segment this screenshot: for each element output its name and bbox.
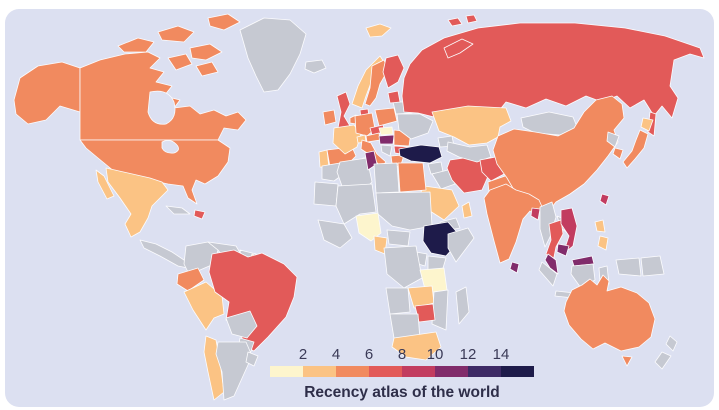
great-lakes: [161, 140, 179, 154]
country-angola: [385, 287, 411, 315]
country-taiwan: [599, 193, 610, 206]
country-ireland: [322, 109, 337, 126]
legend-tick-label: 2: [298, 346, 308, 363]
country-bolivia: [225, 310, 258, 339]
region-baltics: [387, 90, 401, 104]
country-north-korea: [606, 131, 620, 148]
country-canada-island: [189, 43, 223, 61]
country-south-africa: [391, 331, 442, 361]
country-russia-arctic-island: [465, 14, 478, 24]
country-central-african-republic: [386, 229, 411, 247]
country-oman: [461, 201, 473, 219]
country-egypt: [397, 162, 427, 193]
legend-segment: [303, 366, 336, 377]
country-somalia: [447, 227, 475, 263]
country-papua-new-guinea: [640, 255, 665, 277]
country-indonesia-sumatra: [538, 261, 558, 287]
country-new-zealand-south: [654, 351, 672, 370]
legend-tick-label: 10: [426, 346, 444, 363]
country-uk: [336, 91, 351, 129]
legend-segment: [336, 366, 369, 377]
country-russia-novaya-zemlya: [443, 38, 474, 59]
country-japan: [622, 129, 649, 169]
country-malaysia-peninsula: [544, 253, 559, 275]
country-chile: [203, 335, 225, 401]
country-mexico-baja: [95, 169, 115, 200]
region-balkans: [380, 144, 393, 157]
legend-segment: [369, 366, 402, 377]
legend-segment: [402, 366, 435, 377]
region-mauritania: [313, 181, 339, 207]
country-france: [332, 124, 362, 155]
country-cuba: [165, 205, 191, 215]
region-west-africa: [317, 219, 353, 249]
country-canada-island: [157, 25, 195, 43]
map-legend: 2 4 6 8 10 12 14 Recency atlas of the world: [270, 346, 534, 402]
country-canada-island: [167, 53, 193, 71]
country-dr-congo: [383, 245, 423, 289]
country-slovakia: [378, 126, 394, 136]
country-uruguay: [245, 351, 259, 367]
country-japan-hokkaido: [640, 117, 654, 132]
country-russia-arctic-island: [447, 17, 463, 27]
region-svalbard: [365, 23, 392, 38]
country-philippines: [594, 219, 606, 233]
country-ukraine: [396, 113, 434, 140]
country-philippines-south: [597, 235, 609, 251]
country-india: [483, 183, 544, 264]
country-peru: [183, 281, 225, 331]
country-cambodia: [556, 243, 570, 257]
legend-segment: [468, 366, 501, 377]
country-dominican-republic: [193, 209, 206, 220]
country-canada-island: [207, 13, 241, 31]
country-hungary: [378, 134, 395, 145]
legend-tick-label: 6: [364, 346, 374, 363]
country-bangladesh: [530, 207, 541, 221]
country-greenland: [239, 17, 307, 93]
legend-segment: [501, 366, 534, 377]
legend-ticks: 2 4 6 8 10 12 14: [270, 346, 534, 366]
country-australia-tasmania: [621, 355, 633, 367]
country-libya: [373, 162, 400, 194]
country-ecuador: [176, 267, 205, 292]
map-title: Recency atlas of the world: [304, 384, 500, 401]
legend-segment: [270, 366, 303, 377]
country-south-korea: [612, 147, 624, 160]
country-canada-island: [117, 37, 155, 53]
country-argentina: [215, 341, 253, 401]
country-iceland: [304, 59, 327, 74]
country-myanmar: [539, 201, 557, 248]
country-australia: [563, 274, 656, 352]
country-mozambique: [431, 289, 449, 331]
legend-tick-label: 4: [331, 346, 341, 363]
country-sri-lanka: [509, 261, 520, 274]
country-malaysia-borneo: [571, 255, 595, 267]
country-poland: [374, 107, 398, 127]
country-iraq: [431, 169, 456, 190]
country-turkey: [398, 144, 443, 164]
legend-tick-label: 14: [492, 346, 510, 363]
country-brazil: [208, 249, 298, 352]
country-mexico: [105, 167, 169, 238]
region-sahel: [335, 183, 377, 225]
legend-tick-label: 12: [459, 346, 477, 363]
hudson-bay: [147, 90, 176, 125]
legend-tick-label: 8: [397, 346, 407, 363]
country-new-zealand-north: [665, 335, 678, 352]
legend-bar: [270, 366, 534, 377]
legend-segment: [435, 366, 468, 377]
country-indonesia-papua: [615, 257, 642, 277]
country-finland: [382, 54, 405, 89]
country-canada-island: [195, 61, 219, 77]
country-madagascar: [455, 286, 470, 325]
